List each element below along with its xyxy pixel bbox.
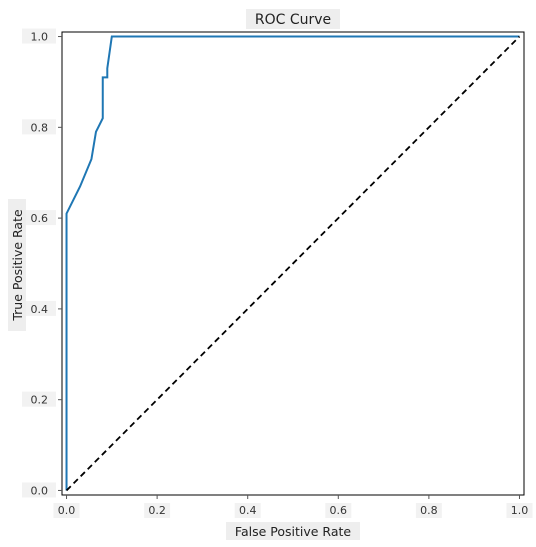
y-tick-label: 0.6: [31, 212, 49, 225]
x-tick-label-background: [325, 503, 352, 518]
x-axis-label-background: [226, 522, 360, 540]
series-layer: [65, 35, 521, 492]
x-tick-label: 0.6: [330, 504, 348, 517]
x-tick-label: 0.8: [420, 504, 438, 517]
x-tick-label-background: [415, 503, 442, 518]
y-axis-label: True Positive Rate: [10, 209, 25, 322]
x-tick-label-background: [53, 503, 80, 518]
y-tick-label: 0.0: [31, 484, 49, 497]
y-tick-label-background: [22, 28, 56, 44]
y-tick-label: 0.4: [31, 303, 49, 316]
y-tick-label-background: [22, 482, 56, 498]
y-axis-label-background: [8, 199, 26, 331]
y-tick-label-background: [22, 300, 56, 316]
y-axis: 0.0 0.2 0.4 0.6 0.8 1.0: [22, 28, 62, 498]
y-tick-label: 1.0: [31, 31, 49, 44]
y-tick-label: 0.8: [31, 121, 49, 134]
x-tick-label: 0.4: [239, 504, 257, 517]
x-tick-label-background: [234, 503, 261, 518]
x-tick-label-background: [506, 503, 533, 518]
x-tick-label: 0.0: [58, 504, 76, 517]
roc-curve-line: [65, 35, 520, 491]
y-tick-label-background: [22, 119, 56, 135]
x-tick-label-background: [144, 503, 171, 518]
chart-title-background: [246, 9, 340, 29]
y-tick-label-background: [22, 210, 56, 226]
x-axis: 0.0 0.2 0.4 0.6 0.8 1.0: [53, 495, 533, 518]
diagonal-reference-line: [65, 35, 521, 492]
y-tick-label: 0.2: [31, 394, 49, 407]
x-tick-label: 1.0: [511, 504, 529, 517]
plot-area-frame: [61, 31, 525, 496]
chart-title: ROC Curve: [255, 12, 331, 28]
y-tick-label-background: [22, 391, 56, 407]
x-axis-label: False Positive Rate: [235, 524, 351, 539]
x-tick-label: 0.2: [148, 504, 166, 517]
